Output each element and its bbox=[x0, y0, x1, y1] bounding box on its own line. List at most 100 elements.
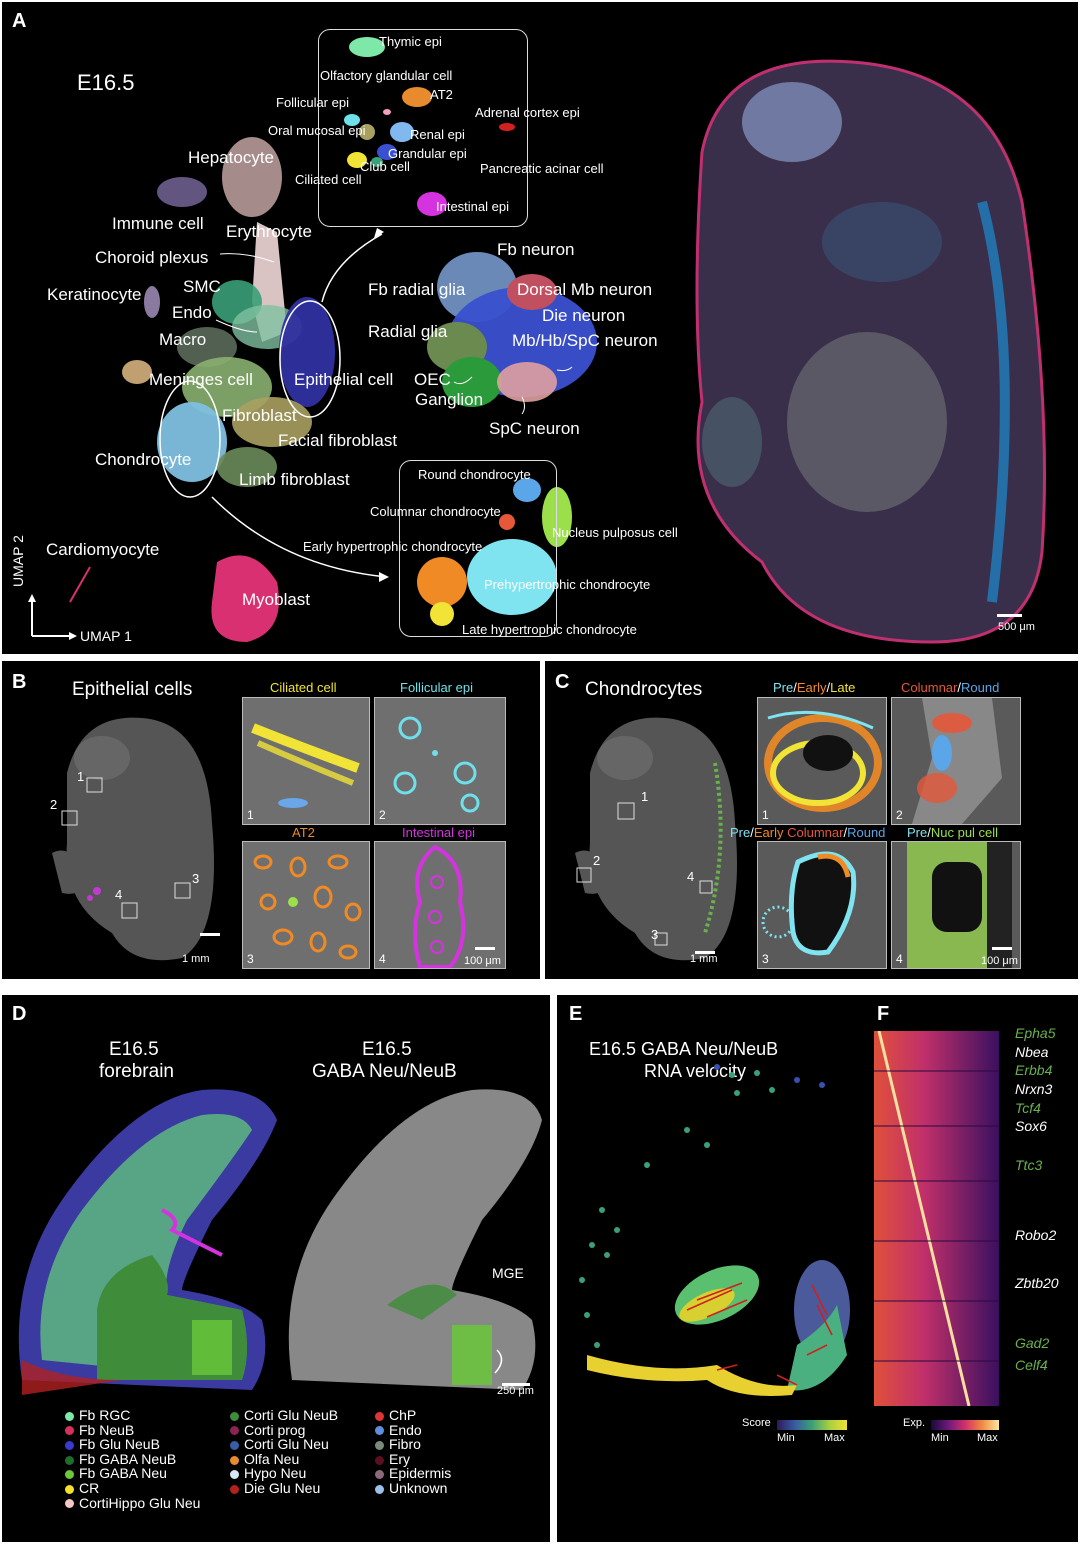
panel-label-b: B bbox=[12, 671, 27, 693]
title-part: / bbox=[927, 825, 931, 840]
legend-swatch bbox=[230, 1455, 239, 1465]
forebrain-section bbox=[18, 1089, 542, 1395]
c-marker-4: 4 bbox=[687, 869, 695, 884]
cluster-label: Die neuron bbox=[542, 306, 626, 325]
c-tile-3: 3 bbox=[757, 841, 887, 969]
legend-label: Unknown bbox=[389, 1480, 448, 1496]
cluster-label: SMC bbox=[183, 277, 221, 296]
legend-item: Fb Glu NeuB bbox=[65, 1436, 160, 1452]
legend-swatch bbox=[375, 1426, 384, 1436]
legend-label: CortiHippo Glu Neu bbox=[79, 1494, 201, 1511]
inset-label: Grandular epi bbox=[388, 146, 467, 161]
c-tile-4: 4 bbox=[891, 841, 1021, 969]
title-part: / bbox=[826, 680, 831, 695]
d-scale: 250 μm bbox=[497, 1385, 534, 1397]
b-tile-4: 4 bbox=[374, 841, 506, 969]
exp-colorbar bbox=[931, 1420, 999, 1430]
tile-number: 3 bbox=[762, 952, 769, 966]
panel-a: A bbox=[2, 2, 1078, 654]
b-marker-1: 1 bbox=[77, 769, 85, 784]
legend-label: Hypo Neu bbox=[244, 1465, 307, 1482]
legend-swatch bbox=[65, 1426, 74, 1436]
velocity-plot bbox=[579, 1064, 850, 1396]
cluster-label: Facial fibroblast bbox=[278, 431, 398, 450]
cluster-label: Radial glia bbox=[368, 322, 448, 341]
inset-label: Nucleus pulposus cell bbox=[552, 525, 678, 540]
cluster-label: Choroid plexus bbox=[95, 248, 209, 267]
inset-label: Early hypertrophic chondrocyte bbox=[303, 539, 483, 554]
c-tile-title-4: Pre/Nuc pul cell bbox=[907, 825, 998, 840]
cluster-label: Macro bbox=[159, 330, 207, 349]
c-marker-1: 1 bbox=[641, 789, 649, 804]
cluster-label: Hepatocyte bbox=[188, 148, 274, 167]
title-part: Early bbox=[753, 825, 784, 840]
c-marker-3: 3 bbox=[651, 927, 659, 942]
gene-label: Epha5 bbox=[1015, 1025, 1056, 1041]
chondro-inset-box bbox=[399, 460, 557, 637]
tile-number: 2 bbox=[896, 808, 903, 822]
gene-label: Nrxn3 bbox=[1015, 1081, 1053, 1097]
exp-max: Max bbox=[977, 1432, 998, 1444]
legend-label: Die Glu Neu bbox=[244, 1480, 321, 1496]
legend-label: ChP bbox=[389, 1407, 417, 1423]
legend-label: Corti Glu Neu bbox=[244, 1436, 329, 1453]
legend-item: Corti Glu NeuB bbox=[230, 1407, 338, 1423]
legend-label: Ery bbox=[389, 1450, 410, 1467]
legend-swatch bbox=[230, 1440, 239, 1450]
panel-label-d: D bbox=[12, 1003, 27, 1025]
panel-f: F Epha5 Nbea Erbb4 Nrxn3 Tcf4 Sox6 Ttc3 Robo2 Zb… bbox=[851, 995, 1078, 1542]
legend-label: Corti prog bbox=[244, 1421, 306, 1438]
e-title-2: RNA velocity bbox=[644, 1061, 747, 1081]
title-part: / bbox=[793, 680, 797, 695]
panel-c-title: Chondrocytes bbox=[585, 679, 703, 700]
legend-swatch bbox=[375, 1484, 384, 1494]
cluster-label: Mb/Hb/SpC neuron bbox=[512, 331, 658, 350]
legend-label: CR bbox=[79, 1480, 100, 1496]
tile-number: 3 bbox=[247, 952, 254, 966]
cluster-label: Meninges cell bbox=[149, 370, 253, 389]
cluster-label: Endo bbox=[172, 303, 212, 322]
panel-label-f: F bbox=[877, 1003, 890, 1025]
legend-swatch bbox=[65, 1499, 74, 1509]
legend-item: Hypo Neu bbox=[230, 1465, 306, 1481]
b-tile-1: 1 bbox=[242, 697, 370, 825]
legend-item: Ery bbox=[375, 1451, 410, 1467]
legend-item: Fb GABA NeuB bbox=[65, 1451, 176, 1467]
inset-label: Pancreatic acinar cell bbox=[480, 161, 604, 176]
gene-label: Tcf4 bbox=[1015, 1100, 1041, 1116]
b-scale-um: 100 μm bbox=[464, 955, 501, 967]
legend-label: Fb GABA Neu bbox=[79, 1465, 167, 1482]
tile-number: 1 bbox=[762, 808, 769, 822]
legend-label: Fb NeuB bbox=[79, 1421, 135, 1438]
legend-label: Epidermis bbox=[389, 1465, 452, 1482]
cluster-label: Chondrocyte bbox=[95, 450, 192, 469]
b-tile-title-2: Follicular epi bbox=[400, 680, 473, 695]
title-part: Pre bbox=[730, 825, 751, 840]
legend-item: Endo bbox=[375, 1422, 422, 1438]
cluster-label: Cardiomyocyte bbox=[46, 540, 160, 559]
legend-swatch bbox=[65, 1455, 74, 1465]
tile-number: 4 bbox=[379, 952, 386, 966]
tile-number: 2 bbox=[379, 808, 386, 822]
gene-label: Zbtb20 bbox=[1015, 1275, 1059, 1291]
legend-swatch bbox=[65, 1470, 74, 1480]
gene-label: Gad2 bbox=[1015, 1335, 1050, 1351]
title-part: Round bbox=[960, 680, 1000, 695]
c-tile-title-3: Pre/Early Columnar/Round bbox=[730, 825, 885, 840]
b-tile-3: 3 bbox=[242, 841, 370, 969]
cluster-label: Limb fibroblast bbox=[239, 470, 350, 489]
cluster-label: Keratinocyte bbox=[47, 285, 142, 304]
umap-axes bbox=[28, 594, 77, 640]
legend-label: Fb Glu NeuB bbox=[79, 1436, 160, 1453]
legend-swatch bbox=[65, 1411, 74, 1421]
panel-e: E E16.5 GABA Neu/NeuB RNA velocity Score… bbox=[557, 995, 851, 1542]
scale-label: 500 μm bbox=[998, 621, 1035, 633]
legend-item: Olfa Neu bbox=[230, 1451, 299, 1467]
b-tile-title-4: Intestinal epi bbox=[402, 825, 475, 840]
title-part: Nuc pul cell bbox=[930, 825, 999, 840]
cluster-label: Fb radial glia bbox=[368, 280, 466, 299]
tile-number: 4 bbox=[896, 952, 903, 966]
inset-label: Oral mucosal epi bbox=[268, 123, 366, 138]
b-marker-2: 2 bbox=[50, 797, 58, 812]
inset-label: Follicular epi bbox=[276, 95, 349, 110]
